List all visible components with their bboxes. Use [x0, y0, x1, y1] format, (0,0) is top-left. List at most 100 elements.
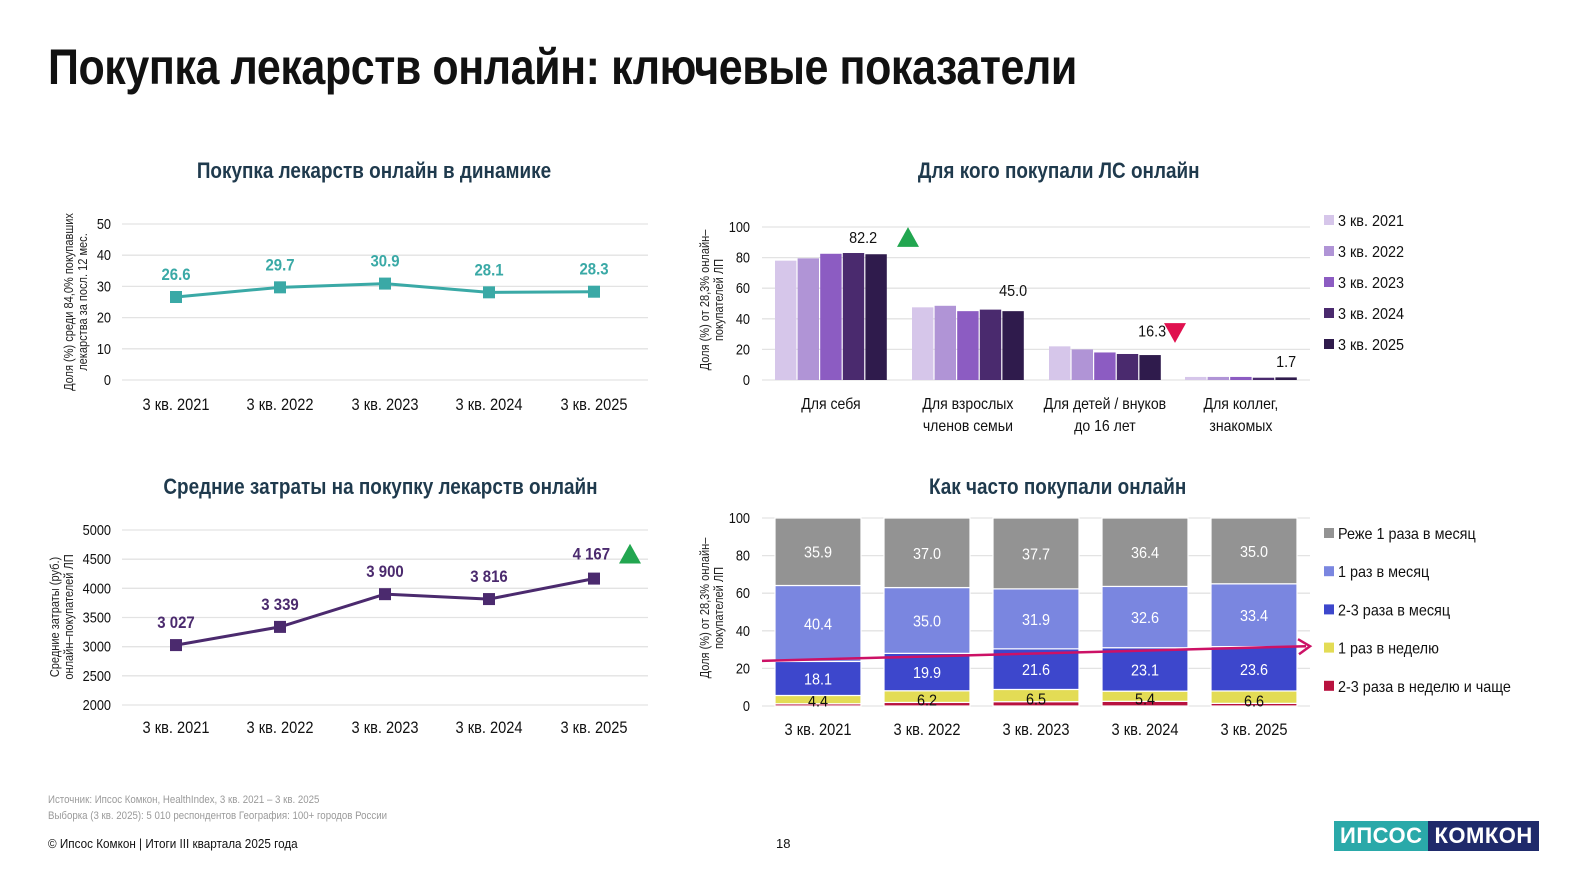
freq-data-label: 23.1 — [1131, 662, 1159, 680]
freq-legend-label: 1 раз в неделю — [1338, 640, 1439, 658]
spend-data-label: 3 816 — [470, 568, 508, 586]
dynamics-xtick: 3 кв. 2024 — [456, 396, 523, 414]
forwhom-bar — [1116, 353, 1139, 380]
forwhom-ytick: 60 — [736, 279, 750, 296]
freq-bar-segment — [883, 517, 971, 589]
forwhom-legend-label: 3 кв. 2025 — [1338, 336, 1404, 354]
forwhom-ytick: 20 — [736, 340, 750, 357]
forwhom-bar — [1207, 376, 1229, 380]
forwhom-bar — [1002, 311, 1024, 380]
freq-bar-segment — [774, 517, 862, 587]
forwhom-data-label: 82.2 — [849, 229, 877, 247]
page-number: 18 — [776, 836, 791, 851]
forwhom-legend-swatch — [1324, 308, 1334, 318]
freq-data-label: 37.7 — [1022, 546, 1050, 564]
spend-data-label: 3 900 — [366, 563, 404, 581]
freq-data-label: 23.6 — [1240, 661, 1268, 679]
freq-bar-segment — [992, 648, 1080, 691]
forwhom-bar — [1071, 349, 1093, 380]
dynamics-point — [379, 277, 391, 290]
forwhom-bar — [1275, 377, 1297, 380]
forwhom-bar — [934, 305, 956, 380]
freq-data-label: 36.4 — [1131, 545, 1160, 563]
freq-legend-swatch — [1324, 528, 1334, 538]
freq-data-label: 6.6 — [1244, 693, 1264, 711]
freq-legend-label: 2-3 раза в неделю и чаще — [1338, 678, 1511, 696]
forwhom-xtick: знакомых — [1209, 417, 1272, 435]
freq-xtick: 3 кв. 2024 — [1112, 721, 1179, 739]
freq-xtick: 3 кв. 2021 — [785, 721, 852, 739]
sample-note: Выборка (3 кв. 2025): 5 010 респондентов… — [48, 810, 388, 822]
freq-data-label: 40.4 — [804, 616, 833, 634]
dynamics-point — [170, 291, 182, 304]
spend-xtick: 3 кв. 2023 — [352, 719, 419, 737]
forwhom-bar — [842, 253, 865, 380]
freq-legend-swatch — [1324, 680, 1334, 691]
spend-point — [170, 639, 182, 652]
forwhom-legend-swatch — [1324, 246, 1334, 256]
trend-arrow-line — [761, 644, 1307, 663]
forwhom-legend-label: 3 кв. 2023 — [1338, 274, 1404, 292]
up-arrow-icon — [897, 227, 919, 247]
dynamics-xtick: 3 кв. 2022 — [247, 396, 314, 414]
freq-legend-label: 2-3 раза в месяц — [1338, 602, 1450, 620]
forwhom-data-label: 1.7 — [1276, 353, 1296, 371]
spend-xtick: 3 кв. 2021 — [143, 719, 210, 737]
spend-ytick: 4000 — [83, 579, 112, 596]
forwhom-xtick: Для коллег, — [1204, 395, 1279, 413]
freq-data-label: 32.6 — [1131, 609, 1159, 627]
logo-part-2: КОМКОН — [1428, 821, 1539, 851]
freq-data-label: 35.0 — [1240, 543, 1268, 561]
freq-data-label: 37.0 — [913, 545, 941, 563]
freq-xtick: 3 кв. 2025 — [1221, 721, 1288, 739]
forwhom-bar — [912, 307, 934, 380]
freq-bar-segment — [1101, 517, 1189, 588]
freq-bar-segment — [1210, 645, 1298, 692]
freq-legend-swatch — [1324, 566, 1334, 577]
freq-ytick: 40 — [736, 622, 750, 639]
copyright: © Ипсос Комкон | Итоги III квартала 2025… — [48, 836, 298, 851]
freq-data-label: 6.5 — [1026, 691, 1046, 709]
dynamics-data-label: 28.1 — [474, 262, 503, 280]
freq-data-label: 18.1 — [804, 671, 832, 689]
freq-ytick: 100 — [729, 509, 750, 526]
spend-ytick: 3000 — [83, 638, 112, 655]
spend-data-label: 3 339 — [261, 596, 299, 614]
forwhom-bar — [797, 258, 819, 380]
spend-ylabel: Средние затраты (руб.)онлайн–покупателей… — [47, 554, 76, 679]
freq-bar-segment — [1101, 647, 1189, 692]
forwhom-bar — [979, 309, 1002, 380]
forwhom-xtick: Для себя — [801, 395, 860, 413]
spend-ytick: 4500 — [83, 550, 112, 567]
forwhom-ytick: 40 — [736, 310, 750, 327]
spend-data-label: 3 027 — [157, 614, 195, 632]
chart-title-frequency: Как часто покупали онлайн — [928, 474, 1187, 499]
dynamics-point — [588, 285, 600, 298]
forwhom-bar — [1230, 376, 1252, 380]
down-arrow-icon — [1164, 323, 1186, 343]
freq-xtick: 3 кв. 2022 — [894, 721, 961, 739]
freq-bar-segment — [883, 652, 971, 692]
freq-ytick: 20 — [736, 659, 750, 676]
spend-point — [483, 593, 495, 606]
dynamics-ylabel-line: лекарства за посл. 12 мес. — [75, 233, 90, 371]
dynamics-ylabel: Доля (%) среди 84,0% покупавшихлекарства… — [61, 213, 90, 391]
freq-ytick: 0 — [743, 697, 750, 714]
dynamics-ytick: 40 — [97, 246, 111, 263]
freq-data-label: 4.4 — [808, 693, 829, 711]
forwhom-ylabel-line: покупателей ЛП — [711, 259, 726, 341]
spend-data-label: 4 167 — [573, 546, 611, 564]
forwhom-legend-swatch — [1324, 215, 1334, 225]
chart-title-spend: Средние затраты на покупку лекарств онла… — [163, 474, 598, 499]
spend-point — [274, 620, 286, 633]
page-title: Покупка лекарств онлайн: ключевые показа… — [48, 39, 1077, 95]
spend-ytick: 2500 — [83, 667, 112, 684]
forwhom-ylabel-line: Доля (%) от 28,3% онлайн– — [697, 229, 712, 370]
up-arrow-icon — [619, 543, 641, 564]
chart-title-for-whom: Для кого покупали ЛС онлайн — [917, 158, 1200, 183]
dynamics-ylabel-line: Доля (%) среди 84,0% покупавших — [61, 213, 76, 391]
freq-data-label: 35.9 — [804, 544, 832, 562]
dynamics-point — [483, 286, 495, 299]
logo-part-1: ИПСОС — [1334, 821, 1429, 851]
